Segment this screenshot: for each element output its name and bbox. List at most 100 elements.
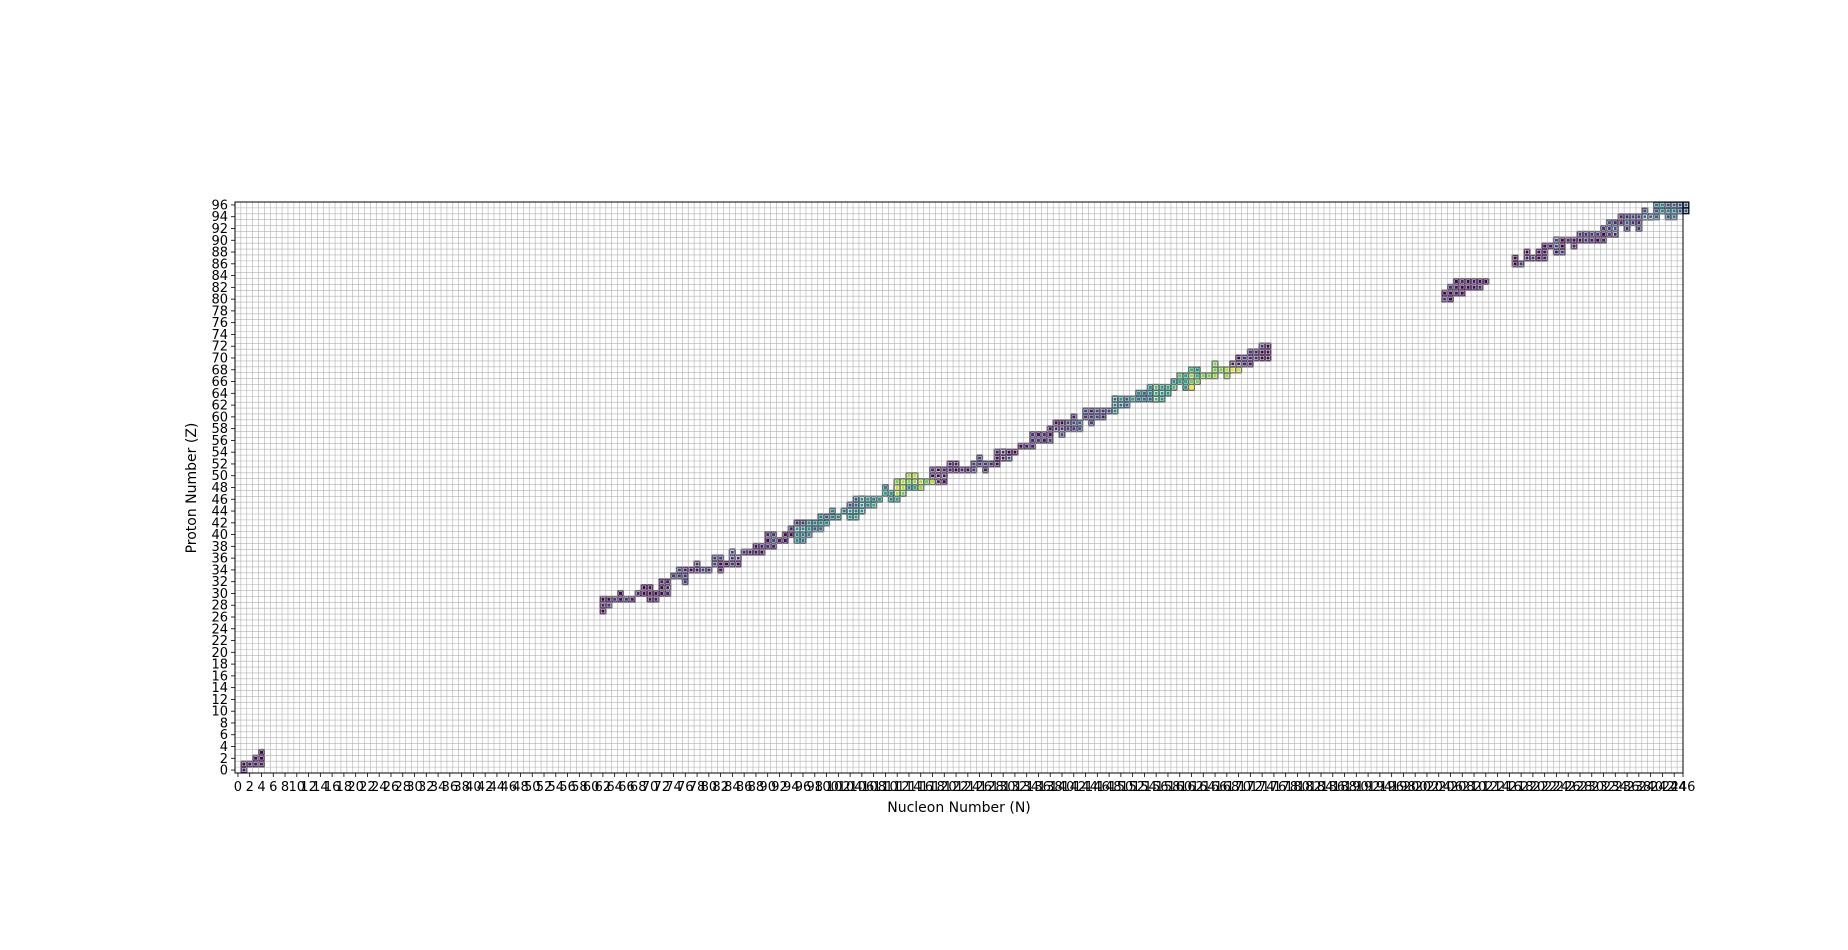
isotope-cell: [958, 466, 966, 474]
isotope-cell: [717, 560, 725, 568]
isotope-cell: [670, 572, 678, 580]
isotope-cell-outline: [1642, 208, 1647, 213]
x-tick-label: 130: [991, 780, 1016, 795]
isotope-cell: [1576, 230, 1584, 238]
y-tick-label: 8: [220, 716, 228, 731]
isotope-cell: [617, 589, 625, 597]
x-tick-label: 160: [1167, 780, 1192, 795]
isotope-cell: [1447, 295, 1454, 303]
x-tick-label: 102: [826, 780, 851, 795]
isotope-cell: [617, 595, 625, 603]
isotope-cell-outline: [1654, 202, 1659, 207]
isotope-cell: [858, 501, 866, 509]
isotope-cell: [1229, 360, 1237, 368]
isotope-cell: [852, 495, 860, 503]
isotope-cell: [846, 507, 854, 515]
isotope-cell: [911, 484, 919, 491]
isotope-cell: [823, 513, 831, 521]
isotope-cell-outline: [806, 532, 811, 537]
isotope-cell-outline: [777, 538, 782, 543]
isotope-cell: [1246, 354, 1254, 362]
isotope-cell-outline: [695, 562, 700, 567]
isotope-cell: [1099, 413, 1107, 421]
isotope-cell-outline: [1460, 279, 1465, 284]
y-tick-label: 82: [211, 281, 228, 296]
isotope-cell-outline: [818, 526, 823, 531]
isotope-cell-outline: [918, 479, 923, 484]
isotope-cell-outline: [889, 497, 894, 502]
isotope-cell-outline: [730, 562, 735, 567]
isotope-cell-outline: [1466, 279, 1471, 284]
isotope-cell: [693, 566, 701, 574]
isotope-cell-outline: [1242, 361, 1247, 366]
isotope-cell: [940, 466, 948, 474]
isotope-cell: [840, 507, 848, 515]
isotope-cell: [1611, 219, 1619, 227]
isotope-cell: [1052, 419, 1060, 427]
isotope-cell: [993, 460, 1001, 468]
isotope-cell: [1117, 401, 1125, 409]
isotope-cell: [999, 454, 1007, 462]
isotope-cell: [1070, 419, 1078, 427]
isotope-cell-outline: [783, 538, 788, 543]
isotope-cell: [1193, 372, 1201, 380]
isotope-cell: [728, 560, 736, 568]
isotope-cell: [828, 507, 836, 515]
isotope-cell: [1135, 395, 1143, 403]
isotope-cell: [1158, 395, 1166, 403]
isotope-cell-outline: [1625, 214, 1630, 219]
x-tick-label: 36: [442, 780, 459, 795]
isotope-cell-outline: [1189, 379, 1194, 384]
isotope-cell-outline: [783, 532, 788, 537]
isotope-cell: [1205, 372, 1213, 380]
isotope-cell: [1564, 236, 1572, 244]
isotope-cell: [1117, 395, 1125, 403]
isotope-cell-outline: [942, 467, 947, 472]
isotope-cell-outline: [1525, 255, 1530, 260]
isotope-cell-outline: [1266, 356, 1271, 360]
isotope-cell: [1570, 242, 1578, 250]
isotope-cell: [1447, 283, 1454, 291]
isotope-cell-outline: [853, 509, 858, 514]
x-tick-label: 198: [1391, 780, 1416, 795]
x-tick-label: 124: [955, 780, 980, 795]
isotope-cell: [752, 542, 760, 550]
y-tick-label: 10: [211, 705, 228, 720]
isotope-cell-outline: [1071, 426, 1076, 431]
isotope-cell: [1552, 236, 1560, 244]
isotope-cell-outline: [753, 550, 758, 555]
x-tick-label: 196: [1379, 780, 1404, 795]
isotope-cell-outline: [624, 597, 629, 602]
isotope-cell: [1046, 436, 1054, 444]
isotope-cell: [1005, 454, 1013, 462]
isotope-cell: [1223, 366, 1231, 374]
isotope-cell: [1046, 425, 1054, 433]
isotope-cell: [1093, 407, 1101, 415]
isotope-cell: [1105, 407, 1113, 415]
isotope-cell-outline: [895, 479, 900, 484]
isotope-cell-outline: [1619, 220, 1624, 225]
isotope-cell: [793, 531, 801, 539]
isotope-cell: [952, 460, 960, 468]
isotope-cell: [1676, 207, 1684, 215]
x-tick-label: 208: [1450, 780, 1475, 795]
isotope-cell-outline: [1472, 285, 1477, 290]
isotope-cell: [711, 560, 719, 568]
y-tick-label: 66: [211, 375, 228, 390]
isotope-cell-outline: [1054, 426, 1059, 431]
isotope-cell: [775, 536, 783, 544]
isotope-cell: [652, 589, 660, 597]
isotope-cell: [864, 495, 872, 503]
isotope-cell: [811, 519, 819, 527]
y-tick-label: 12: [211, 693, 228, 708]
isotope-cell-outline: [954, 467, 959, 472]
x-tick-label: 176: [1261, 780, 1286, 795]
y-tick-label: 42: [211, 516, 228, 531]
isotope-cell-outline: [642, 591, 647, 596]
isotope-cell: [1211, 360, 1219, 368]
y-tick-label: 16: [211, 669, 228, 684]
y-tick-label: 38: [211, 540, 228, 555]
isotope-cell-outline: [801, 526, 806, 531]
isotope-cell: [929, 478, 937, 486]
isotope-cell-outline: [1454, 291, 1459, 296]
